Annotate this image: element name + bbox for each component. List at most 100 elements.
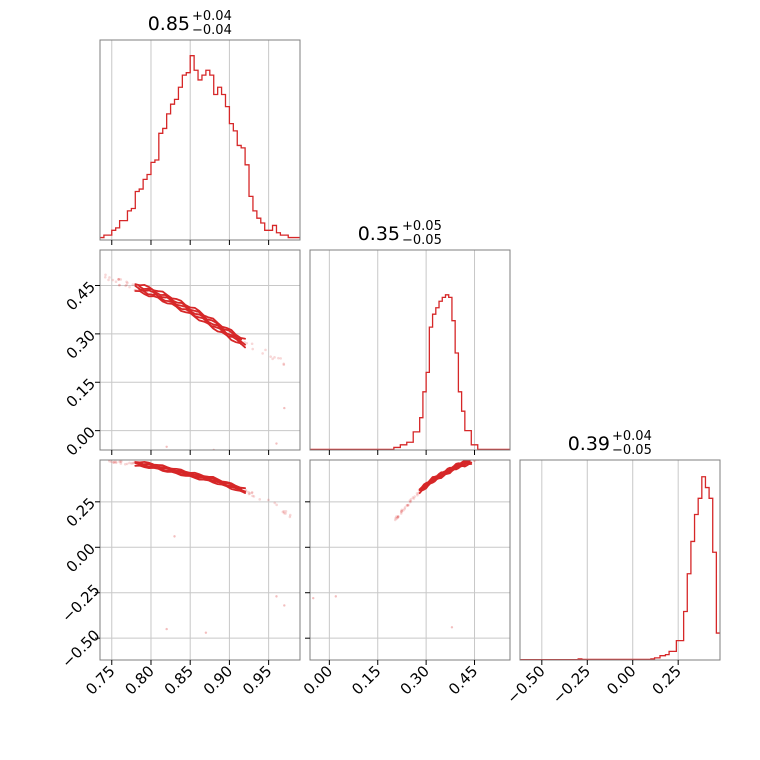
title-value: 0.35 [358, 223, 400, 245]
sample-point [281, 510, 285, 514]
outlier-point [283, 406, 286, 410]
sample-point [130, 462, 133, 465]
sample-point [402, 509, 405, 512]
sample-point [261, 352, 264, 355]
sample-point [131, 461, 134, 465]
outlier-point [173, 535, 176, 538]
sample-point [125, 462, 129, 466]
outlier-point [204, 631, 208, 634]
sample-point [405, 504, 409, 507]
sample-point [416, 493, 419, 497]
sample-point [114, 280, 118, 283]
scatter-panel-3 [310, 460, 510, 660]
outlier-point [275, 442, 278, 445]
x-tick-label: 0.25 [649, 662, 685, 698]
sample-point [275, 503, 278, 507]
x-tick-label: 0.85 [161, 662, 197, 698]
sample-point [282, 363, 286, 367]
sample-point [273, 501, 277, 505]
sample-point [400, 510, 403, 514]
panel-frame [309, 249, 511, 451]
sample-point [408, 500, 412, 504]
sample-point [282, 362, 286, 366]
outlier-point [450, 626, 454, 629]
sample-point [267, 498, 270, 502]
scatter-panel-1 [100, 250, 300, 450]
sample-point [118, 283, 121, 287]
sample-point [118, 283, 121, 287]
sample-point [472, 460, 476, 463]
y-tick-label: 0.45 [63, 278, 99, 314]
sample-point [403, 506, 407, 509]
sample-point [264, 348, 267, 352]
sample-point [407, 503, 410, 507]
sample-point [114, 461, 118, 465]
contour-line [418, 462, 473, 494]
title-err-minus: −0.05 [402, 233, 442, 248]
outlier-point [283, 604, 286, 607]
sample-point [120, 460, 123, 463]
sample-point [406, 503, 409, 507]
sample-point [110, 460, 113, 464]
histogram-panel-2 [310, 250, 510, 450]
sample-point [126, 281, 129, 285]
sample-point [399, 512, 403, 515]
sample-point [251, 494, 254, 498]
y-tick-label: 0.00 [63, 540, 99, 576]
x-tick-label: 0.15 [348, 662, 384, 698]
y-tick-label: 0.00 [63, 423, 99, 459]
x-tick-label: 0.00 [603, 662, 639, 698]
contour-line [134, 283, 246, 340]
sample-point [117, 278, 120, 281]
panel-frame [99, 39, 301, 241]
sample-point [250, 491, 254, 495]
histogram-line [100, 55, 300, 239]
sample-point [113, 460, 116, 464]
sample-point [403, 507, 406, 511]
sample-point [288, 515, 292, 519]
sample-point [250, 342, 254, 346]
sample-point [252, 495, 256, 498]
title-err-plus: +0.05 [402, 219, 442, 234]
outlier-point [165, 627, 168, 631]
title-err-plus: +0.04 [192, 9, 232, 24]
outlier-point [275, 595, 278, 598]
sample-point [119, 462, 123, 465]
sample-point [277, 356, 280, 360]
title-value: 0.39 [568, 433, 610, 455]
sample-point [284, 510, 288, 513]
y-tick-label: −0.50 [58, 626, 103, 671]
title-err-plus: +0.04 [612, 429, 652, 444]
sample-point [114, 460, 118, 464]
histogram-line [310, 294, 510, 450]
sample-point [117, 278, 121, 281]
sample-point [123, 462, 127, 466]
title-err-minus: −0.05 [612, 443, 652, 458]
sample-point [119, 460, 122, 463]
x-tick-label: 0.95 [239, 662, 275, 698]
x-tick-label: 0.75 [82, 662, 118, 698]
sample-point [408, 499, 412, 502]
panel-frame [99, 249, 301, 451]
sample-point [108, 276, 111, 279]
sample-point [411, 496, 415, 499]
contour-line [134, 460, 246, 490]
scatter-panel-2 [100, 460, 300, 660]
y-tick-label: 0.25 [63, 494, 99, 530]
sample-point [250, 491, 254, 494]
sample-point [393, 518, 397, 522]
sample-point [395, 517, 399, 520]
sample-point [282, 511, 286, 515]
sample-point [406, 504, 409, 507]
panel-frame [519, 459, 721, 661]
sample-point [415, 492, 419, 495]
x-tick-label: 0.90 [200, 662, 236, 698]
outlier-point [334, 595, 338, 598]
sample-point [108, 460, 111, 463]
sample-point [273, 356, 276, 359]
sample-point [111, 278, 115, 282]
sample-point [112, 461, 115, 464]
sample-point [258, 498, 262, 501]
sample-point [251, 347, 255, 351]
sample-point [271, 357, 274, 361]
